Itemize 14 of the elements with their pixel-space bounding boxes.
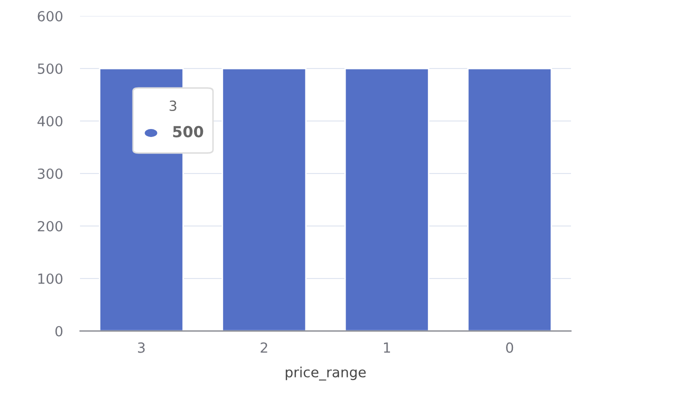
y-tick-label: 600 bbox=[38, 10, 62, 22]
y-tick-label: 200 bbox=[38, 220, 62, 232]
x-axis-title: price_range bbox=[286, 366, 366, 380]
y-tick-label: 300 bbox=[38, 168, 62, 179]
x-tick-label: 3 bbox=[138, 342, 145, 353]
x-tick-label: 2 bbox=[260, 342, 268, 353]
y-tick-label: 500 bbox=[38, 63, 62, 74]
y-tick-label: 400 bbox=[38, 116, 62, 126]
y-tick-label: 100 bbox=[38, 273, 62, 284]
annotation: 500 bbox=[173, 126, 204, 138]
x-tick-label: 1 bbox=[384, 342, 390, 353]
y-tick-label: 0 bbox=[55, 326, 62, 336]
annotation: 3 bbox=[170, 100, 176, 112]
x-tick-label: 0 bbox=[506, 342, 514, 353]
